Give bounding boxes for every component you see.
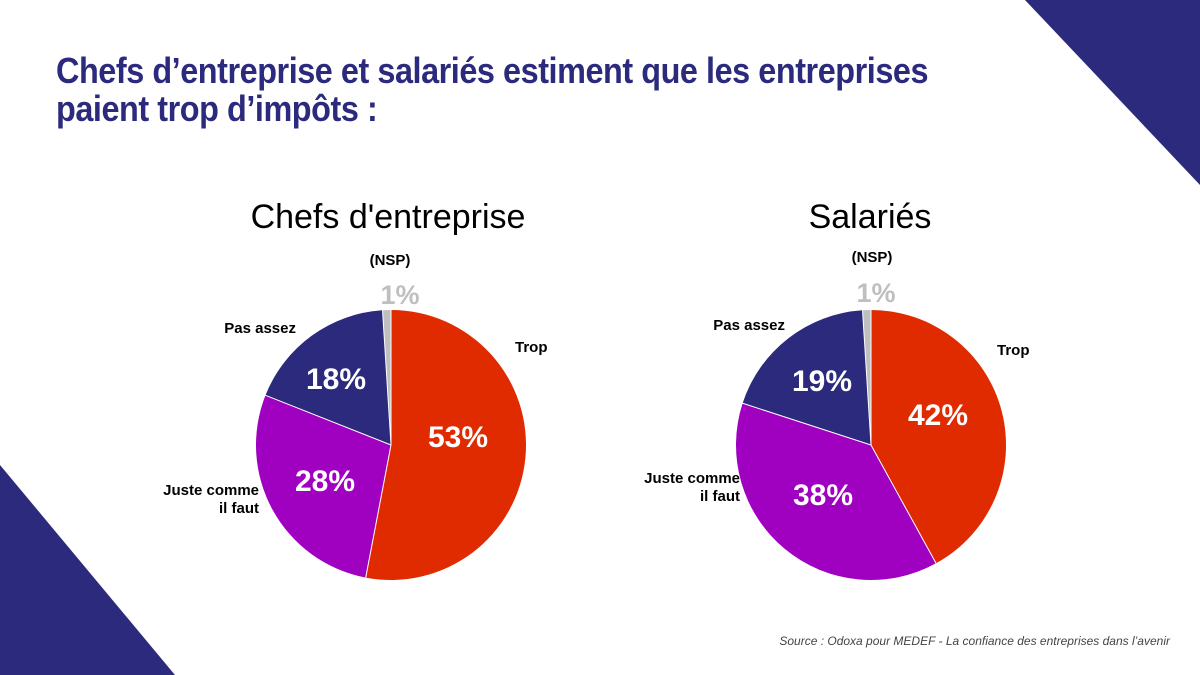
slice-separator — [870, 444, 937, 564]
pie-slice-trop — [365, 310, 526, 580]
pie-slice-juste — [736, 403, 937, 580]
slice-category-label: Trop — [515, 339, 548, 356]
slice-category-label: Pas assez — [713, 317, 785, 334]
slice-category-label: Pas assez — [224, 320, 296, 337]
pie-slice-trop — [871, 310, 1006, 564]
chart-title: Salariés — [809, 198, 932, 236]
pie-slice-pas-assez — [265, 310, 391, 445]
pie-chart-1: Chefs d'entreprise 53% Trop 28% Juste comme i… — [163, 198, 548, 580]
slice-value-label: 19% — [792, 365, 852, 398]
slice-value-label: 18% — [306, 363, 366, 396]
slice-separator — [365, 444, 392, 578]
slice-separator — [742, 402, 872, 446]
slice-category-label: Juste comme il faut — [163, 482, 259, 517]
slice-category-label: (NSP) — [370, 252, 411, 269]
slice-category-label: Juste comme il faut — [644, 470, 740, 505]
slice-category-label: (NSP) — [852, 249, 893, 266]
slice-value-label: 42% — [908, 399, 968, 432]
slice-value-label: 53% — [428, 421, 488, 454]
slice-value-label: 1% — [856, 278, 895, 308]
slice-value-label: 1% — [380, 280, 419, 310]
slice-value-label: 28% — [295, 465, 355, 498]
title-line-1: Chefs d’entreprise et salariés estiment … — [56, 50, 929, 91]
slice-value-label: 38% — [793, 479, 853, 512]
pie-chart-2: Salariés 42% Trop 38% Juste comme il faut 19% P… — [644, 198, 1030, 580]
slice-category-label: Trop — [997, 342, 1030, 359]
slice-separator — [862, 310, 872, 446]
corner-decoration-bottom-left — [0, 465, 175, 675]
source-note: Source : Odoxa pour MEDEF - La confiance… — [779, 634, 1170, 648]
pie-slice-juste — [255, 395, 391, 578]
page-title: Chefs d’entreprise et salariés estiment … — [56, 52, 1010, 128]
title-line-2: paient trop d’impôts : — [56, 88, 378, 129]
pie-slice-pas-assez — [742, 310, 871, 445]
slice-separator — [382, 310, 392, 446]
chart-title: Chefs d'entreprise — [251, 198, 526, 236]
corner-decoration-top-right — [1025, 0, 1200, 185]
slice-separator — [265, 394, 392, 446]
